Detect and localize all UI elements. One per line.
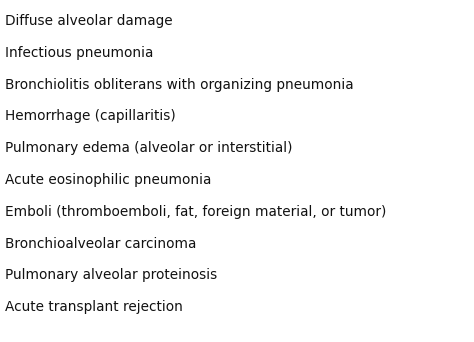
Text: Pulmonary alveolar proteinosis: Pulmonary alveolar proteinosis — [5, 268, 217, 282]
Text: Acute transplant rejection: Acute transplant rejection — [5, 300, 183, 314]
Text: Emboli (thromboemboli, fat, foreign material, or tumor): Emboli (thromboemboli, fat, foreign mate… — [5, 205, 386, 219]
Text: Hemorrhage (capillaritis): Hemorrhage (capillaritis) — [5, 109, 176, 123]
Text: Acute eosinophilic pneumonia: Acute eosinophilic pneumonia — [5, 173, 211, 187]
Text: Pulmonary edema (alveolar or interstitial): Pulmonary edema (alveolar or interstitia… — [5, 141, 292, 155]
Text: Bronchioalveolar carcinoma: Bronchioalveolar carcinoma — [5, 237, 196, 251]
Text: Infectious pneumonia: Infectious pneumonia — [5, 46, 154, 60]
Text: Diffuse alveolar damage: Diffuse alveolar damage — [5, 14, 173, 28]
Text: Bronchiolitis obliterans with organizing pneumonia: Bronchiolitis obliterans with organizing… — [5, 78, 354, 92]
